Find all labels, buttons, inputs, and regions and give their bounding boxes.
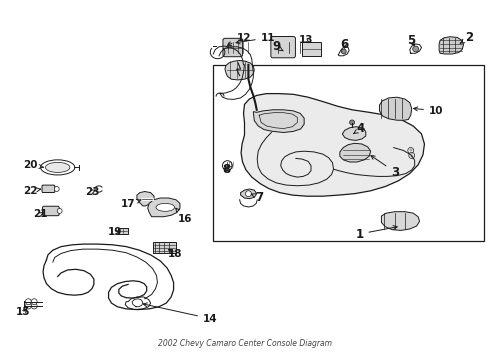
Circle shape — [57, 208, 62, 213]
Polygon shape — [342, 127, 365, 140]
Ellipse shape — [41, 160, 75, 175]
Polygon shape — [240, 189, 256, 199]
FancyBboxPatch shape — [42, 206, 59, 216]
Polygon shape — [381, 212, 419, 230]
Bar — [118, 228, 128, 234]
Polygon shape — [339, 143, 370, 162]
Circle shape — [341, 49, 346, 54]
Text: 22: 22 — [23, 186, 41, 196]
Bar — [212, 65, 483, 241]
Polygon shape — [253, 110, 304, 132]
Text: 2002 Chevy Camaro Center Console Diagram: 2002 Chevy Camaro Center Console Diagram — [157, 339, 331, 348]
Circle shape — [25, 303, 31, 309]
Text: 21: 21 — [33, 209, 47, 219]
Text: 5: 5 — [406, 34, 414, 47]
Circle shape — [408, 153, 414, 158]
Text: 11: 11 — [236, 33, 275, 44]
Polygon shape — [125, 297, 150, 310]
Bar — [152, 242, 176, 253]
Circle shape — [245, 191, 251, 197]
Polygon shape — [379, 97, 411, 120]
Text: 9: 9 — [272, 40, 283, 53]
Ellipse shape — [156, 203, 174, 211]
Circle shape — [222, 161, 232, 171]
FancyBboxPatch shape — [223, 38, 242, 57]
Circle shape — [25, 299, 31, 305]
Circle shape — [407, 148, 413, 153]
Circle shape — [31, 299, 37, 305]
Circle shape — [31, 303, 37, 309]
Text: 13: 13 — [298, 35, 312, 45]
Circle shape — [349, 120, 354, 125]
FancyBboxPatch shape — [270, 36, 295, 58]
Ellipse shape — [45, 162, 70, 172]
Text: 1: 1 — [355, 226, 396, 240]
Polygon shape — [147, 198, 180, 217]
Polygon shape — [137, 192, 154, 206]
Text: 20: 20 — [23, 160, 43, 170]
FancyBboxPatch shape — [42, 185, 55, 193]
Text: 18: 18 — [167, 249, 182, 259]
Polygon shape — [438, 37, 463, 54]
Text: 3: 3 — [370, 156, 398, 179]
Text: 7: 7 — [251, 191, 263, 204]
Circle shape — [54, 186, 59, 192]
Text: 6: 6 — [340, 39, 348, 51]
Text: 15: 15 — [16, 307, 31, 318]
Text: 2: 2 — [459, 31, 472, 44]
Text: 14: 14 — [143, 303, 217, 324]
Text: 16: 16 — [175, 208, 192, 224]
Text: 8: 8 — [222, 163, 229, 176]
Text: 10: 10 — [413, 106, 443, 116]
Text: 23: 23 — [84, 186, 99, 197]
Polygon shape — [241, 94, 424, 196]
Polygon shape — [224, 60, 254, 80]
Text: 12: 12 — [227, 33, 251, 45]
Text: 17: 17 — [121, 199, 141, 210]
Text: 4: 4 — [353, 122, 364, 135]
Text: 19: 19 — [107, 227, 122, 237]
Circle shape — [412, 46, 418, 52]
Bar — [302, 42, 320, 56]
